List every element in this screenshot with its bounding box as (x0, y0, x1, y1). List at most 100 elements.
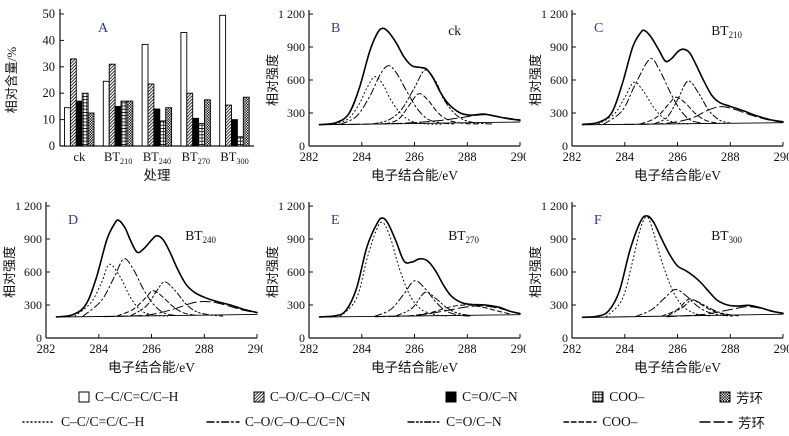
bar-4-2 (165, 107, 173, 147)
legend-line-styles: C–C/C=C/C–H C–O/C–O–C/C=N C=O/C–N COO– 芳环 (0, 409, 789, 434)
legend-bar-item-0: C–C/C=C/C–H (78, 389, 178, 405)
x-tick-label: 286 (668, 150, 687, 164)
y-tick-label: 600 (287, 265, 305, 279)
line-style-sample-dotted (22, 420, 56, 423)
y-tick-label: 300 (550, 106, 568, 120)
curve-dashdot (374, 280, 473, 317)
x-axis-label: 电子结合能/eV (634, 168, 721, 183)
x-tick-label: 290 (511, 342, 526, 356)
x-tick-label: 288 (195, 342, 214, 356)
x-tick-label: 282 (300, 150, 319, 164)
curve-dotted (74, 263, 168, 317)
y-tick-label: 600 (24, 265, 42, 279)
legend-line-item-3: COO– (563, 414, 637, 430)
panel-letter: D (68, 213, 78, 228)
x-tick-label: 290 (774, 150, 789, 164)
x-axis-label: 电子结合能/eV (371, 168, 458, 183)
x-axis-label: 电子结合能/eV (371, 360, 458, 375)
legend-bar-item-3: COO– (592, 389, 644, 405)
panel-letter: E (331, 213, 340, 228)
bar-2-4 (231, 119, 238, 147)
legend-bar-item-4: 芳环 (719, 387, 763, 407)
panels-grid: 0 10 20 30 40 50 相对含量/% ck BT210 BT240 BT270 BT300 处… (2, 0, 789, 384)
bar-0-0 (64, 107, 71, 147)
panel-letter: B (331, 21, 340, 36)
curve-dotted (340, 221, 447, 317)
bar-chart-svg: 0 10 20 30 40 50 相对含量/% ck BT210 BT240 BT270 BT300 处… (4, 7, 254, 183)
curve-longdash (374, 305, 521, 318)
bar-3-3 (198, 123, 205, 147)
panel-subtitle: BT270 (448, 228, 479, 245)
panel-letter: A (98, 21, 109, 36)
bar-2-2 (153, 108, 161, 147)
panel-subtitle: BT210 (711, 23, 742, 40)
bar-pattern-swatch-diagonal (253, 391, 265, 402)
y-tick-label: 600 (550, 73, 568, 87)
bar-4-0 (87, 112, 95, 147)
x-category-label: BT300 (220, 150, 248, 166)
curve-dashdotdot (653, 80, 731, 125)
x-axis-label: 电子结合能/eV (108, 360, 195, 375)
x-tick-label: 284 (352, 150, 372, 164)
bar-1-3 (186, 92, 194, 147)
curve-background (319, 314, 521, 318)
line-style-sample-longdash (699, 420, 733, 423)
panel-subtitle: BT240 (185, 228, 216, 245)
curve-background (56, 313, 258, 318)
bar-1-2 (147, 83, 155, 147)
curve-dotted (605, 216, 710, 318)
panel-letter: C (594, 21, 603, 36)
x-tick-label: 288 (721, 342, 740, 356)
panel-letter: F (594, 213, 602, 228)
curve-dashed (408, 304, 510, 317)
bar-1-0 (69, 58, 77, 147)
curve-longdash (103, 300, 258, 318)
spectrum-svg-bt300: 0 300 600 900 1 200 282 284 286 288 290 电子结合能/eV 相对… (528, 199, 789, 375)
panel-e-spectrum-bt270: 0 300 600 900 1 200 282 284 286 288 290 电子结合能/eV 相对… (263, 192, 526, 384)
legend-line-item-1: C–O/C–O–C/C=N (206, 414, 346, 430)
x-tick-label: 288 (458, 342, 477, 356)
y-tick-label: 1 200 (15, 199, 42, 213)
curve-dashdotdot (395, 291, 471, 317)
y-tick-label: 1 200 (541, 199, 568, 213)
bar-3-0 (81, 92, 89, 147)
legend-bar-item-1: C–O/C–O–C/C=N (253, 389, 371, 405)
curve-dashed (661, 298, 739, 317)
y-tick-label: 300 (24, 298, 42, 312)
bar-0-4 (219, 14, 227, 147)
spectrum-svg-ck: 0 300 600 900 1 200 282 284 286 288 290 电子结合能/eV 相对… (265, 7, 526, 183)
curve-solid (318, 217, 521, 318)
y-tick-label: 300 (287, 106, 305, 120)
panel-b-spectrum-ck: 0 300 600 900 1 200 282 284 286 288 290 电子结合能/eV 相对… (263, 0, 526, 192)
legend-line-item-0: C–C/C=C/C–H (22, 414, 144, 430)
y-tick-label: 600 (287, 73, 305, 87)
y-tick-label: 50 (43, 7, 56, 21)
legend-label: C–O/C–O–C/C=N (269, 388, 371, 404)
bar-2-0 (75, 100, 83, 147)
bar-4-3 (204, 99, 211, 147)
legend-bar-patterns: C–C/C=C/C–H C–O/C–O–C/C=N C=O/C–N COO– 芳环 (0, 384, 789, 409)
y-axis-label: 相对强度 (528, 246, 543, 298)
bar-pattern-swatch-solid (445, 391, 457, 402)
legend-label: C–C/C=C/C–H (61, 413, 145, 429)
y-tick-label: 900 (550, 232, 568, 246)
legend-label: C=O/C–N (462, 388, 518, 404)
y-axis-label: 相对强度 (265, 246, 280, 298)
legend-label: C–O/C–O–C/C=N (244, 413, 346, 429)
legend-label: C=O/C–N (446, 413, 502, 429)
bar-1-1 (108, 63, 116, 147)
curve-dashed (116, 290, 197, 317)
y-tick-label: 20 (43, 86, 56, 100)
y-tick-label: 900 (287, 40, 305, 54)
x-tick-label: 290 (774, 342, 789, 356)
x-tick-label: 282 (37, 342, 56, 356)
line-style-sample-dashdot (206, 420, 240, 423)
figure-legend: C–C/C=C/C–H C–O/C–O–C/C=N C=O/C–N COO– 芳环 C–… (0, 384, 789, 434)
y-tick-label: 0 (562, 139, 568, 153)
y-axis-label: 相对强度 (528, 54, 543, 106)
spectrum-svg-bt270: 0 300 600 900 1 200 282 284 286 288 290 电子结合能/eV 相对… (265, 199, 526, 375)
bar-pattern-swatch-open (78, 391, 90, 402)
y-tick-label: 0 (562, 331, 568, 345)
bar-0-1 (102, 80, 110, 147)
